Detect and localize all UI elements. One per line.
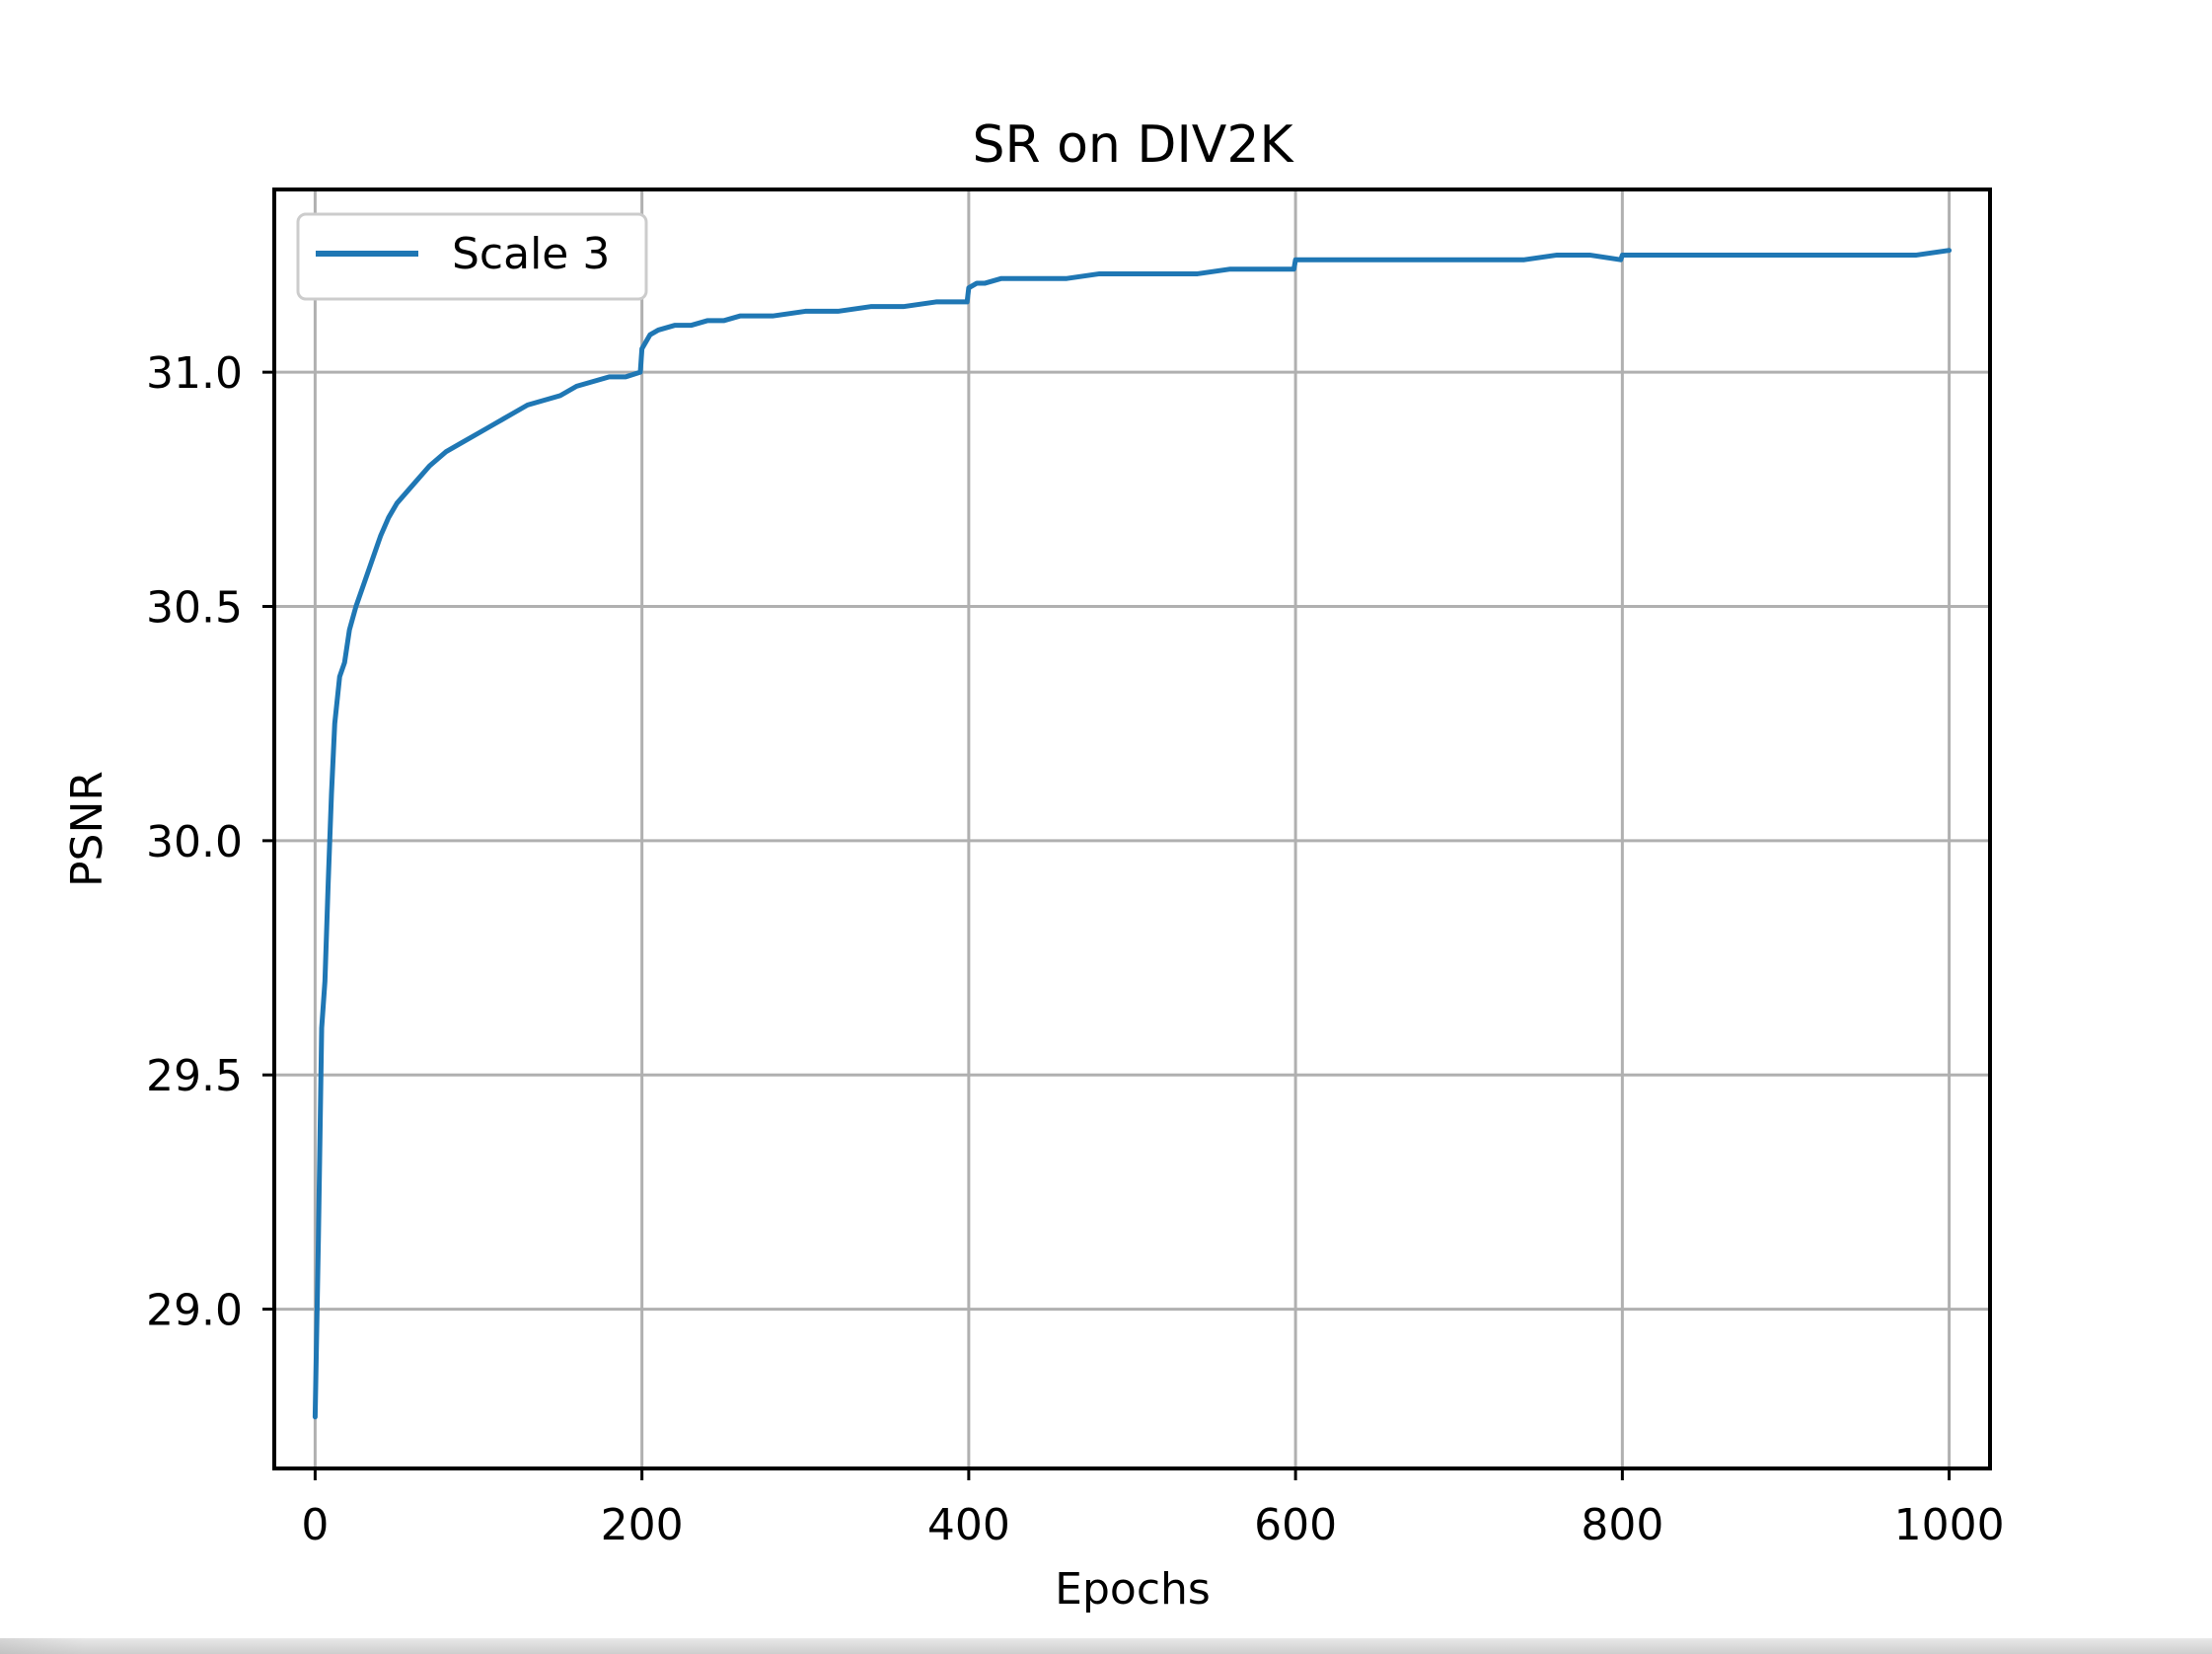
y-tick-labels: 29.0 29.5 30.0 30.5 31.0 (146, 348, 243, 1335)
legend: Scale 3 (296, 212, 648, 301)
y-tick-label-29.0: 29.0 (146, 1286, 243, 1336)
legend-box (296, 212, 648, 301)
y-tick-label-31.0: 31.0 (146, 348, 243, 399)
x-tick-label-800: 800 (1581, 1500, 1663, 1550)
x-tick-label-200: 200 (601, 1500, 684, 1550)
x-tick-label-0: 0 (301, 1500, 329, 1550)
y-tick-label-30.5: 30.5 (146, 583, 243, 634)
x-tick-label-400: 400 (927, 1500, 1010, 1550)
x-tick-label-1000: 1000 (1894, 1500, 2005, 1550)
x-tick-labels: 0 200 400 600 800 1000 (301, 1500, 2004, 1550)
chart-title: SR on DIV2K (972, 115, 1294, 175)
series-line-scale-3 (312, 248, 1953, 1420)
x-tick-label-600: 600 (1254, 1500, 1337, 1550)
y-tick-label-30.0: 30.0 (146, 817, 243, 867)
tick-marks (262, 370, 1952, 1480)
legend-label-scale-3: Scale 3 (452, 229, 610, 279)
x-axis-label: Epochs (1055, 1564, 1211, 1615)
window-bottom-shadow (0, 1638, 2212, 1654)
plot-background (274, 189, 1990, 1468)
plot-area (262, 188, 1992, 1480)
plot-frame (272, 188, 1992, 1470)
y-tick-label-29.5: 29.5 (146, 1051, 243, 1101)
gridlines (274, 189, 1990, 1468)
y-axis-label: PSNR (62, 771, 112, 887)
